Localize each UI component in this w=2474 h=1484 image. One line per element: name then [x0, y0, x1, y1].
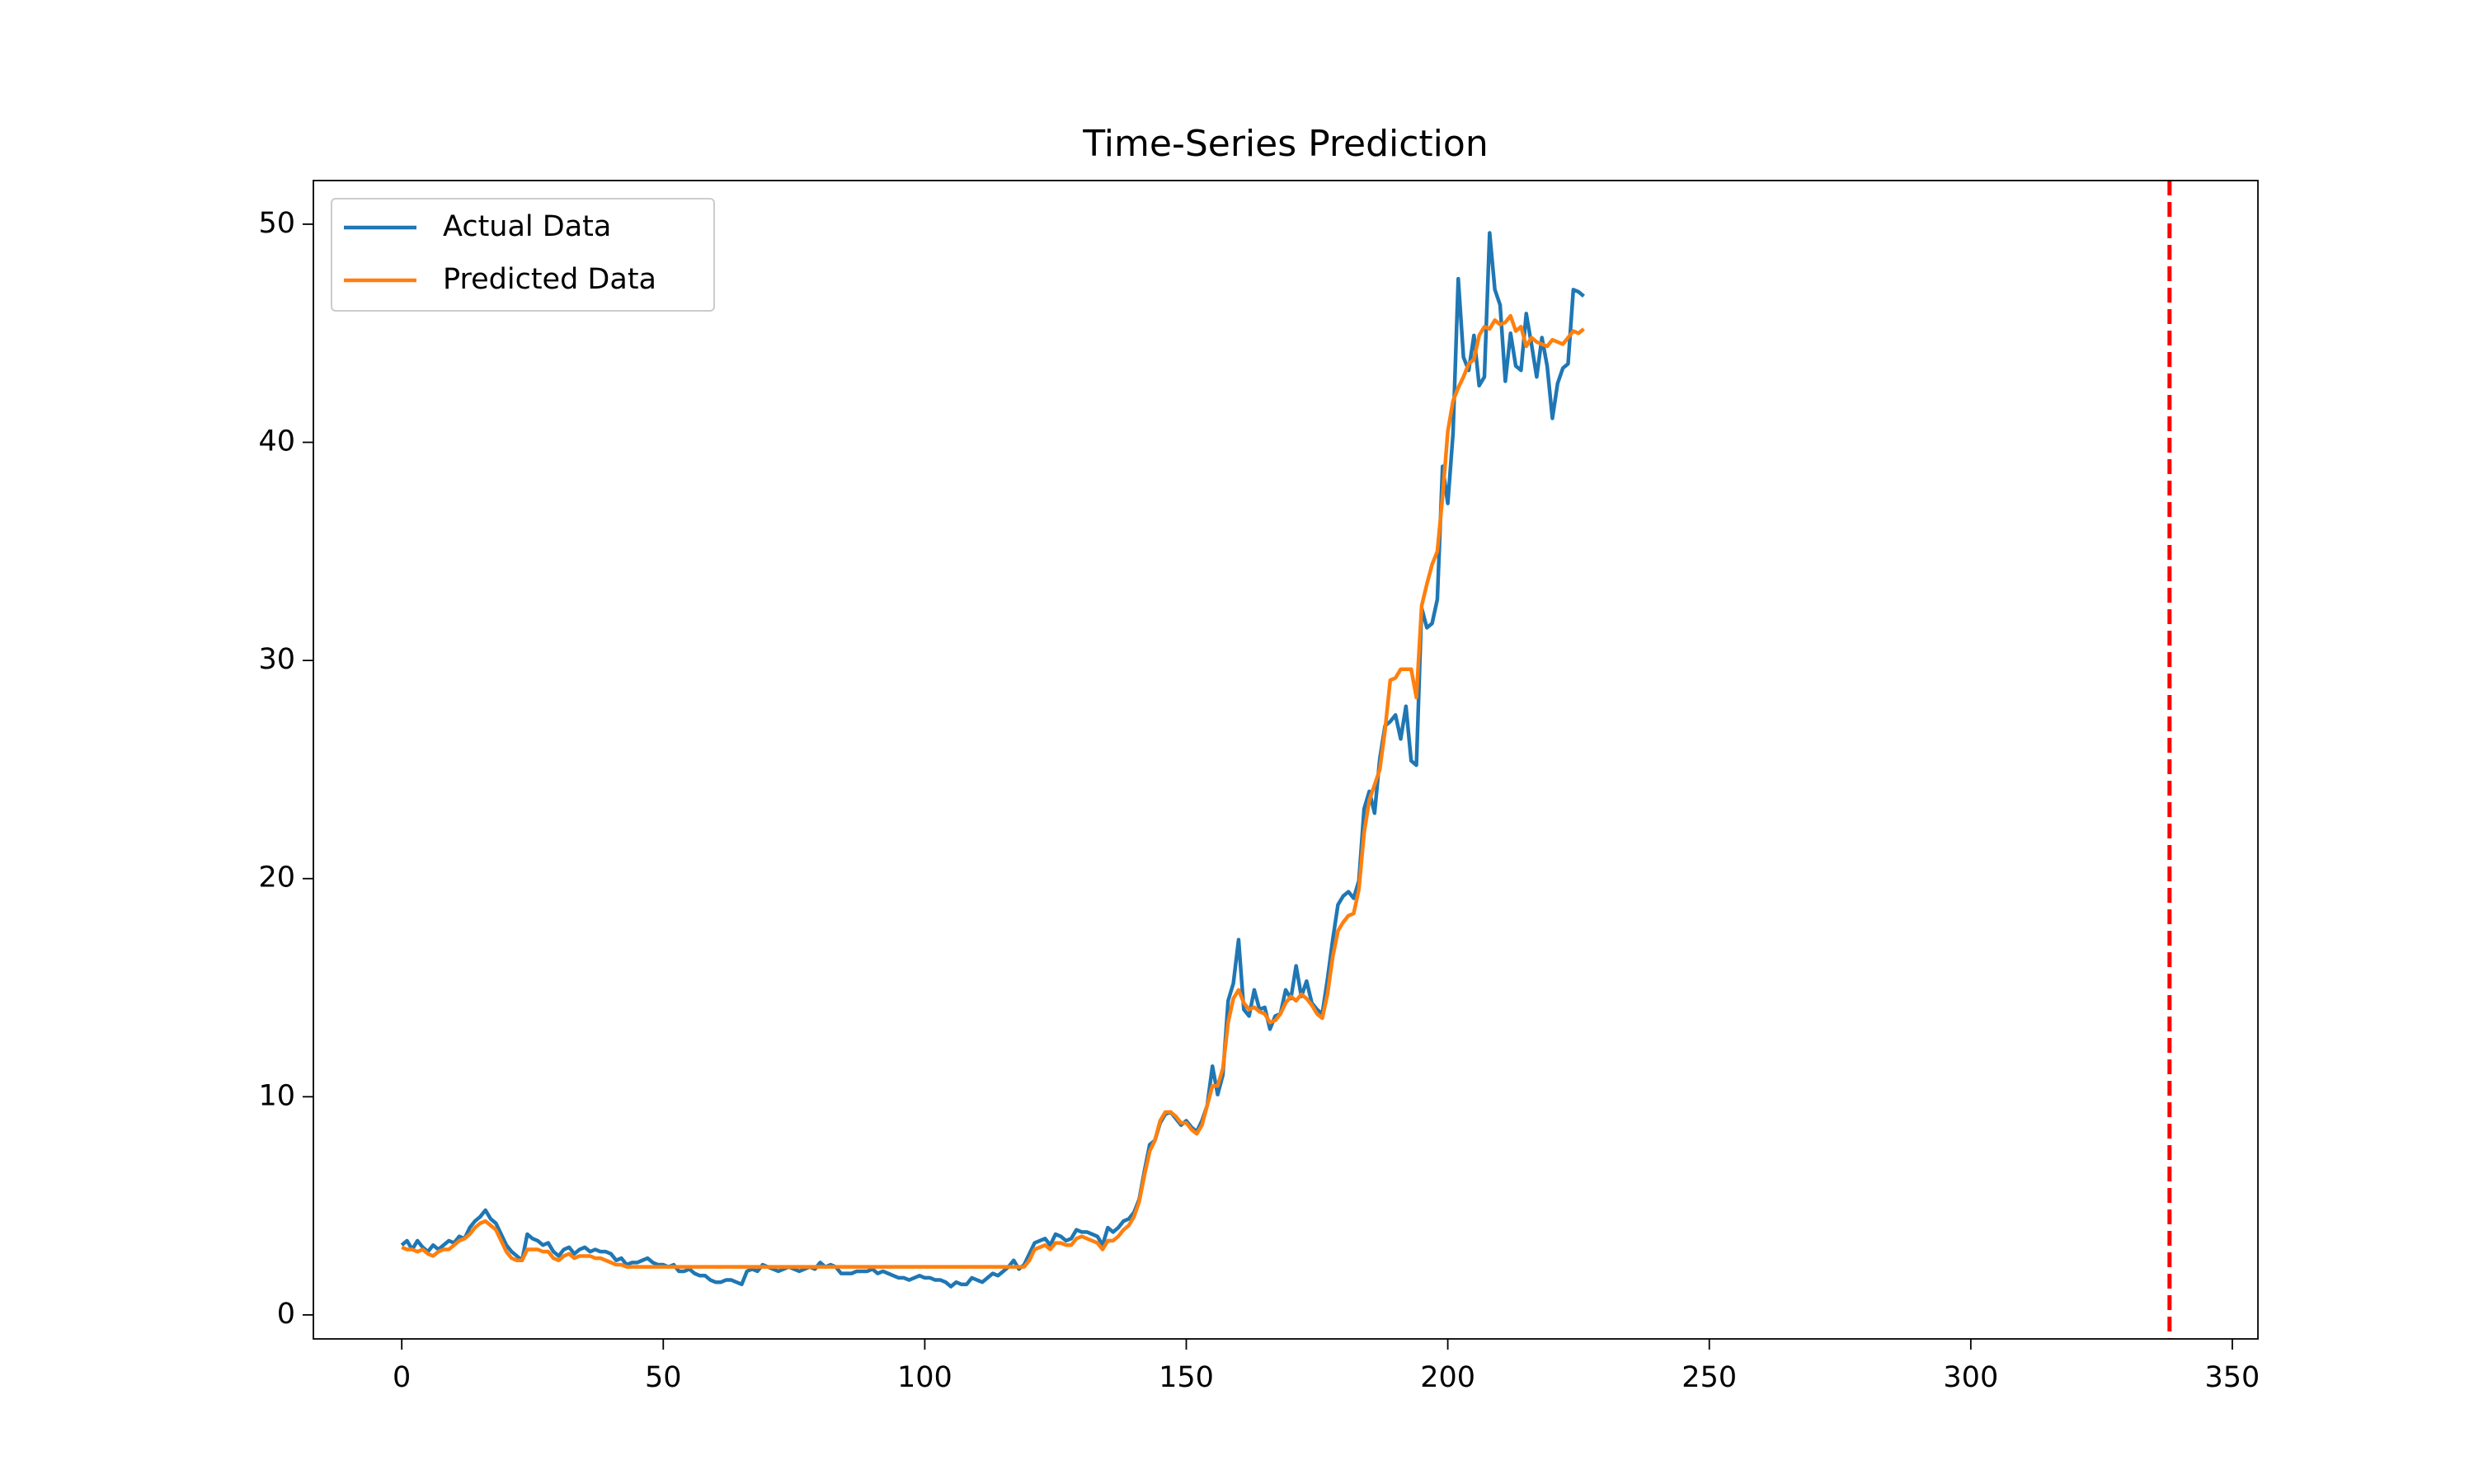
- x-tick-label: 50: [645, 1361, 682, 1394]
- legend-label: Predicted Data: [443, 263, 656, 296]
- x-tick-label: 250: [1681, 1361, 1737, 1394]
- x-tick-label: 200: [1420, 1361, 1475, 1394]
- x-tick-label: 300: [1943, 1361, 1998, 1394]
- y-tick-label: 10: [258, 1079, 295, 1112]
- x-tick-label: 150: [1159, 1361, 1214, 1394]
- x-tick-label: 0: [393, 1361, 411, 1394]
- y-tick-label: 30: [258, 643, 295, 676]
- legend-label: Actual Data: [443, 210, 611, 243]
- chart-title: Time-Series Prediction: [1082, 123, 1488, 165]
- y-tick-label: 50: [258, 207, 295, 240]
- x-tick-label: 350: [2205, 1361, 2260, 1394]
- y-tick-label: 20: [258, 862, 295, 895]
- y-tick-label: 40: [258, 425, 295, 458]
- series-line: [400, 231, 1585, 1289]
- series-line: [401, 313, 1585, 1269]
- y-tick-label: 0: [277, 1298, 295, 1331]
- plot-frame: [313, 180, 2259, 1340]
- legend-box: [331, 198, 715, 312]
- x-tick-label: 100: [897, 1361, 952, 1394]
